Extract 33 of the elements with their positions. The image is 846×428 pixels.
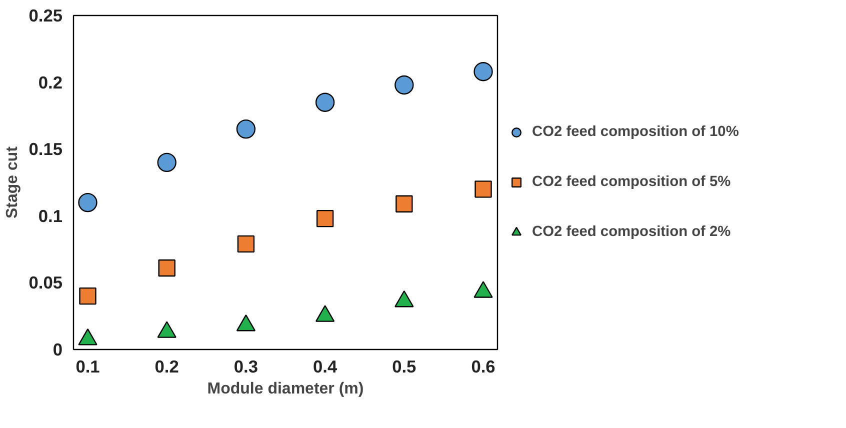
point bbox=[474, 281, 493, 298]
point bbox=[236, 119, 256, 139]
point bbox=[396, 195, 413, 212]
legend-label: CO2 feed composition of 10% bbox=[532, 124, 739, 140]
point bbox=[315, 92, 335, 112]
legend-label: CO2 feed composition of 2% bbox=[532, 224, 731, 240]
point bbox=[394, 290, 414, 308]
point bbox=[157, 152, 176, 172]
point bbox=[157, 321, 176, 338]
point bbox=[316, 210, 334, 228]
y-axis-title: Stage cut bbox=[4, 146, 21, 219]
y-tick-label: 0.05 bbox=[28, 272, 63, 293]
x-tick-label: 0.6 bbox=[471, 356, 496, 376]
y-tick-label: 0.1 bbox=[38, 206, 63, 226]
point bbox=[78, 328, 98, 346]
x-tick-label: 0.4 bbox=[313, 356, 338, 376]
x-axis-title: Module diameter (m) bbox=[207, 380, 364, 398]
point bbox=[236, 314, 256, 332]
x-tick-label: 0.2 bbox=[154, 356, 179, 376]
x-tick-label: 0.5 bbox=[392, 356, 417, 376]
point bbox=[237, 235, 255, 253]
point bbox=[78, 192, 98, 212]
point bbox=[474, 62, 493, 82]
point bbox=[315, 305, 335, 322]
y-tick-label: 0.2 bbox=[38, 72, 63, 92]
x-tick-label: 0.1 bbox=[76, 356, 100, 376]
x-tick-label: 0.3 bbox=[234, 356, 258, 376]
point bbox=[394, 75, 414, 95]
legend-label: CO2 feed composition of 5% bbox=[532, 174, 731, 190]
point bbox=[474, 180, 492, 198]
y-tick-label: 0 bbox=[52, 340, 63, 360]
y-tick-label: 0.25 bbox=[28, 6, 63, 26]
y-tick-label: 0.15 bbox=[28, 139, 63, 160]
